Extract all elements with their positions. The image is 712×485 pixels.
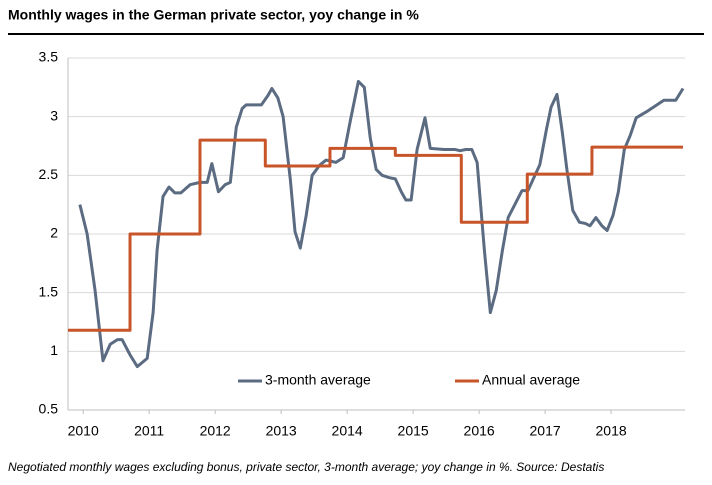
x-tick-label: 2012 (200, 423, 231, 439)
y-tick-label: 0.5 (39, 401, 59, 417)
x-tick-label: 2016 (464, 423, 495, 439)
x-tick-label: 2015 (398, 423, 429, 439)
series-line (68, 138, 684, 332)
y-tick-label: 1 (50, 342, 58, 358)
x-tick-label: 2018 (596, 423, 627, 439)
x-tick-label: 2014 (332, 423, 363, 439)
y-tick-label: 2.5 (39, 166, 59, 182)
legend-label: 3-month average (265, 372, 371, 388)
footnote: Negotiated monthly wages excluding bonus… (8, 460, 604, 474)
x-tick-label: 2013 (266, 423, 297, 439)
y-tick-label: 2 (50, 225, 58, 241)
x-tick-label: 2017 (530, 423, 561, 439)
y-tick-label: 3.5 (39, 49, 59, 65)
legend-label: Annual average (482, 372, 580, 388)
chart-title: Monthly wages in the German private sect… (8, 7, 419, 23)
x-tick-label: 2011 (134, 423, 164, 439)
y-tick-label: 1.5 (39, 283, 59, 299)
x-tick-label: 2010 (68, 423, 99, 439)
series-line (78, 79, 685, 369)
y-tick-label: 3 (50, 107, 58, 123)
